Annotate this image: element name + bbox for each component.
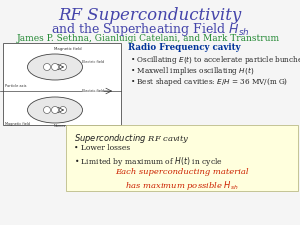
Text: Magnetic field: Magnetic field — [54, 47, 82, 51]
Text: Particle axis: Particle axis — [5, 84, 26, 88]
Text: • Best shaped cavities: $\mathit{E/H}$ = 36 MV/(m G): • Best shaped cavities: $\mathit{E/H}$ =… — [130, 76, 288, 88]
Text: Each superconducting material: Each superconducting material — [115, 168, 249, 176]
Circle shape — [52, 63, 58, 70]
Circle shape — [59, 63, 67, 70]
Ellipse shape — [28, 54, 82, 80]
Circle shape — [44, 106, 50, 113]
Text: Names: Names — [54, 124, 66, 128]
Text: Magnetic field: Magnetic field — [5, 122, 30, 126]
Text: RF Superconductivity: RF Superconductivity — [58, 7, 242, 24]
Text: has maximum possible $\mathit{H}_{sh}$: has maximum possible $\mathit{H}_{sh}$ — [125, 179, 239, 192]
Text: Electric field: Electric field — [82, 60, 104, 64]
Ellipse shape — [28, 97, 82, 123]
Circle shape — [52, 106, 58, 113]
Text: • Maxwell implies oscillating $\mathit{H}(t)$: • Maxwell implies oscillating $\mathit{H… — [130, 65, 254, 77]
Bar — [3, 43, 121, 125]
FancyBboxPatch shape — [66, 125, 298, 191]
Text: • Limited by maximum of $\mathit{H}(t)$ in cycle: • Limited by maximum of $\mathit{H}(t)$ … — [74, 155, 223, 168]
Text: Radio Frequency cavity: Radio Frequency cavity — [128, 43, 241, 52]
Text: $\mathit{Superconducting}$ RF cavity: $\mathit{Superconducting}$ RF cavity — [74, 132, 190, 145]
Circle shape — [59, 106, 67, 113]
Text: and the Superheating Field $H_{sh}$: and the Superheating Field $H_{sh}$ — [51, 21, 249, 38]
Text: James P. Sethna, Gianluigi Catelani, and Mark Transtrum: James P. Sethna, Gianluigi Catelani, and… — [16, 34, 280, 43]
Circle shape — [44, 63, 50, 70]
Text: • Oscillating $\mathit{E}(t)$ to accelerate particle bunches: • Oscillating $\mathit{E}(t)$ to acceler… — [130, 54, 300, 66]
Text: Electric field: Electric field — [82, 89, 104, 93]
Text: • Lower losses: • Lower losses — [74, 144, 130, 152]
